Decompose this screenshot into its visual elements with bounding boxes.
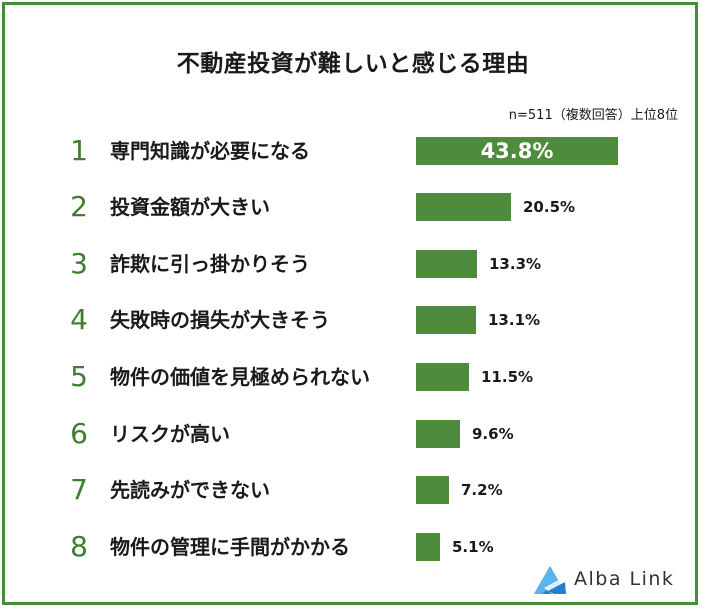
bar	[416, 420, 460, 448]
bar-row: 7 先読みができない 7.2%	[0, 470, 706, 510]
value-label: 9.6%	[472, 425, 514, 443]
bar-row: 3 詐欺に引っ掛かりそう 13.3%	[0, 244, 706, 284]
value-label: 43.8%	[480, 139, 554, 163]
bar-row: 1 専門知識が必要になる 43.8%	[0, 131, 706, 171]
rank-number: 6	[70, 417, 88, 450]
rank-number: 1	[70, 134, 88, 167]
sample-note: n=511（複数回答）上位8位	[508, 108, 678, 123]
chart-frame	[2, 2, 698, 605]
category-label: 詐欺に引っ掛かりそう	[110, 252, 310, 276]
bar	[416, 476, 449, 504]
bar	[416, 250, 477, 278]
bar-row: 2 投資金額が大きい 20.5%	[0, 187, 706, 227]
bar	[416, 137, 618, 165]
bar-row: 4 失敗時の損失が大きそう 13.1%	[0, 300, 706, 340]
rank-number: 5	[70, 360, 88, 393]
bar-row: 6 リスクが高い 9.6%	[0, 414, 706, 454]
rank-number: 4	[70, 303, 88, 336]
logo-text: Alba Link	[574, 568, 675, 590]
category-label: 物件の管理に手間がかかる	[110, 535, 350, 559]
rank-number: 2	[70, 190, 88, 223]
bar	[416, 306, 476, 334]
bar-row: 5 物件の価値を見極められない 11.5%	[0, 357, 706, 397]
value-label: 11.5%	[481, 368, 534, 386]
chart-title: 不動産投資が難しいと感じる理由	[176, 51, 530, 77]
category-label: 投資金額が大きい	[110, 195, 270, 219]
category-label: 物件の価値を見極められない	[110, 365, 370, 389]
category-label: 先読みができない	[110, 478, 270, 502]
value-label: 7.2%	[461, 481, 503, 499]
bar	[416, 193, 511, 221]
category-label: 失敗時の損失が大きそう	[110, 308, 330, 332]
category-label: 専門知識が必要になる	[110, 139, 310, 163]
rank-number: 7	[70, 473, 88, 506]
category-label: リスクが高い	[110, 422, 230, 446]
bar	[416, 363, 469, 391]
bar-row: 8 物件の管理に手間がかかる 5.1%	[0, 527, 706, 567]
rank-number: 3	[70, 247, 88, 280]
value-label: 13.3%	[489, 255, 542, 273]
bar	[416, 533, 440, 561]
value-label: 20.5%	[523, 198, 576, 216]
rank-number: 8	[70, 530, 88, 563]
logo-mark-icon	[534, 566, 566, 594]
value-label: 13.1%	[488, 311, 541, 329]
value-label: 5.1%	[452, 538, 494, 556]
